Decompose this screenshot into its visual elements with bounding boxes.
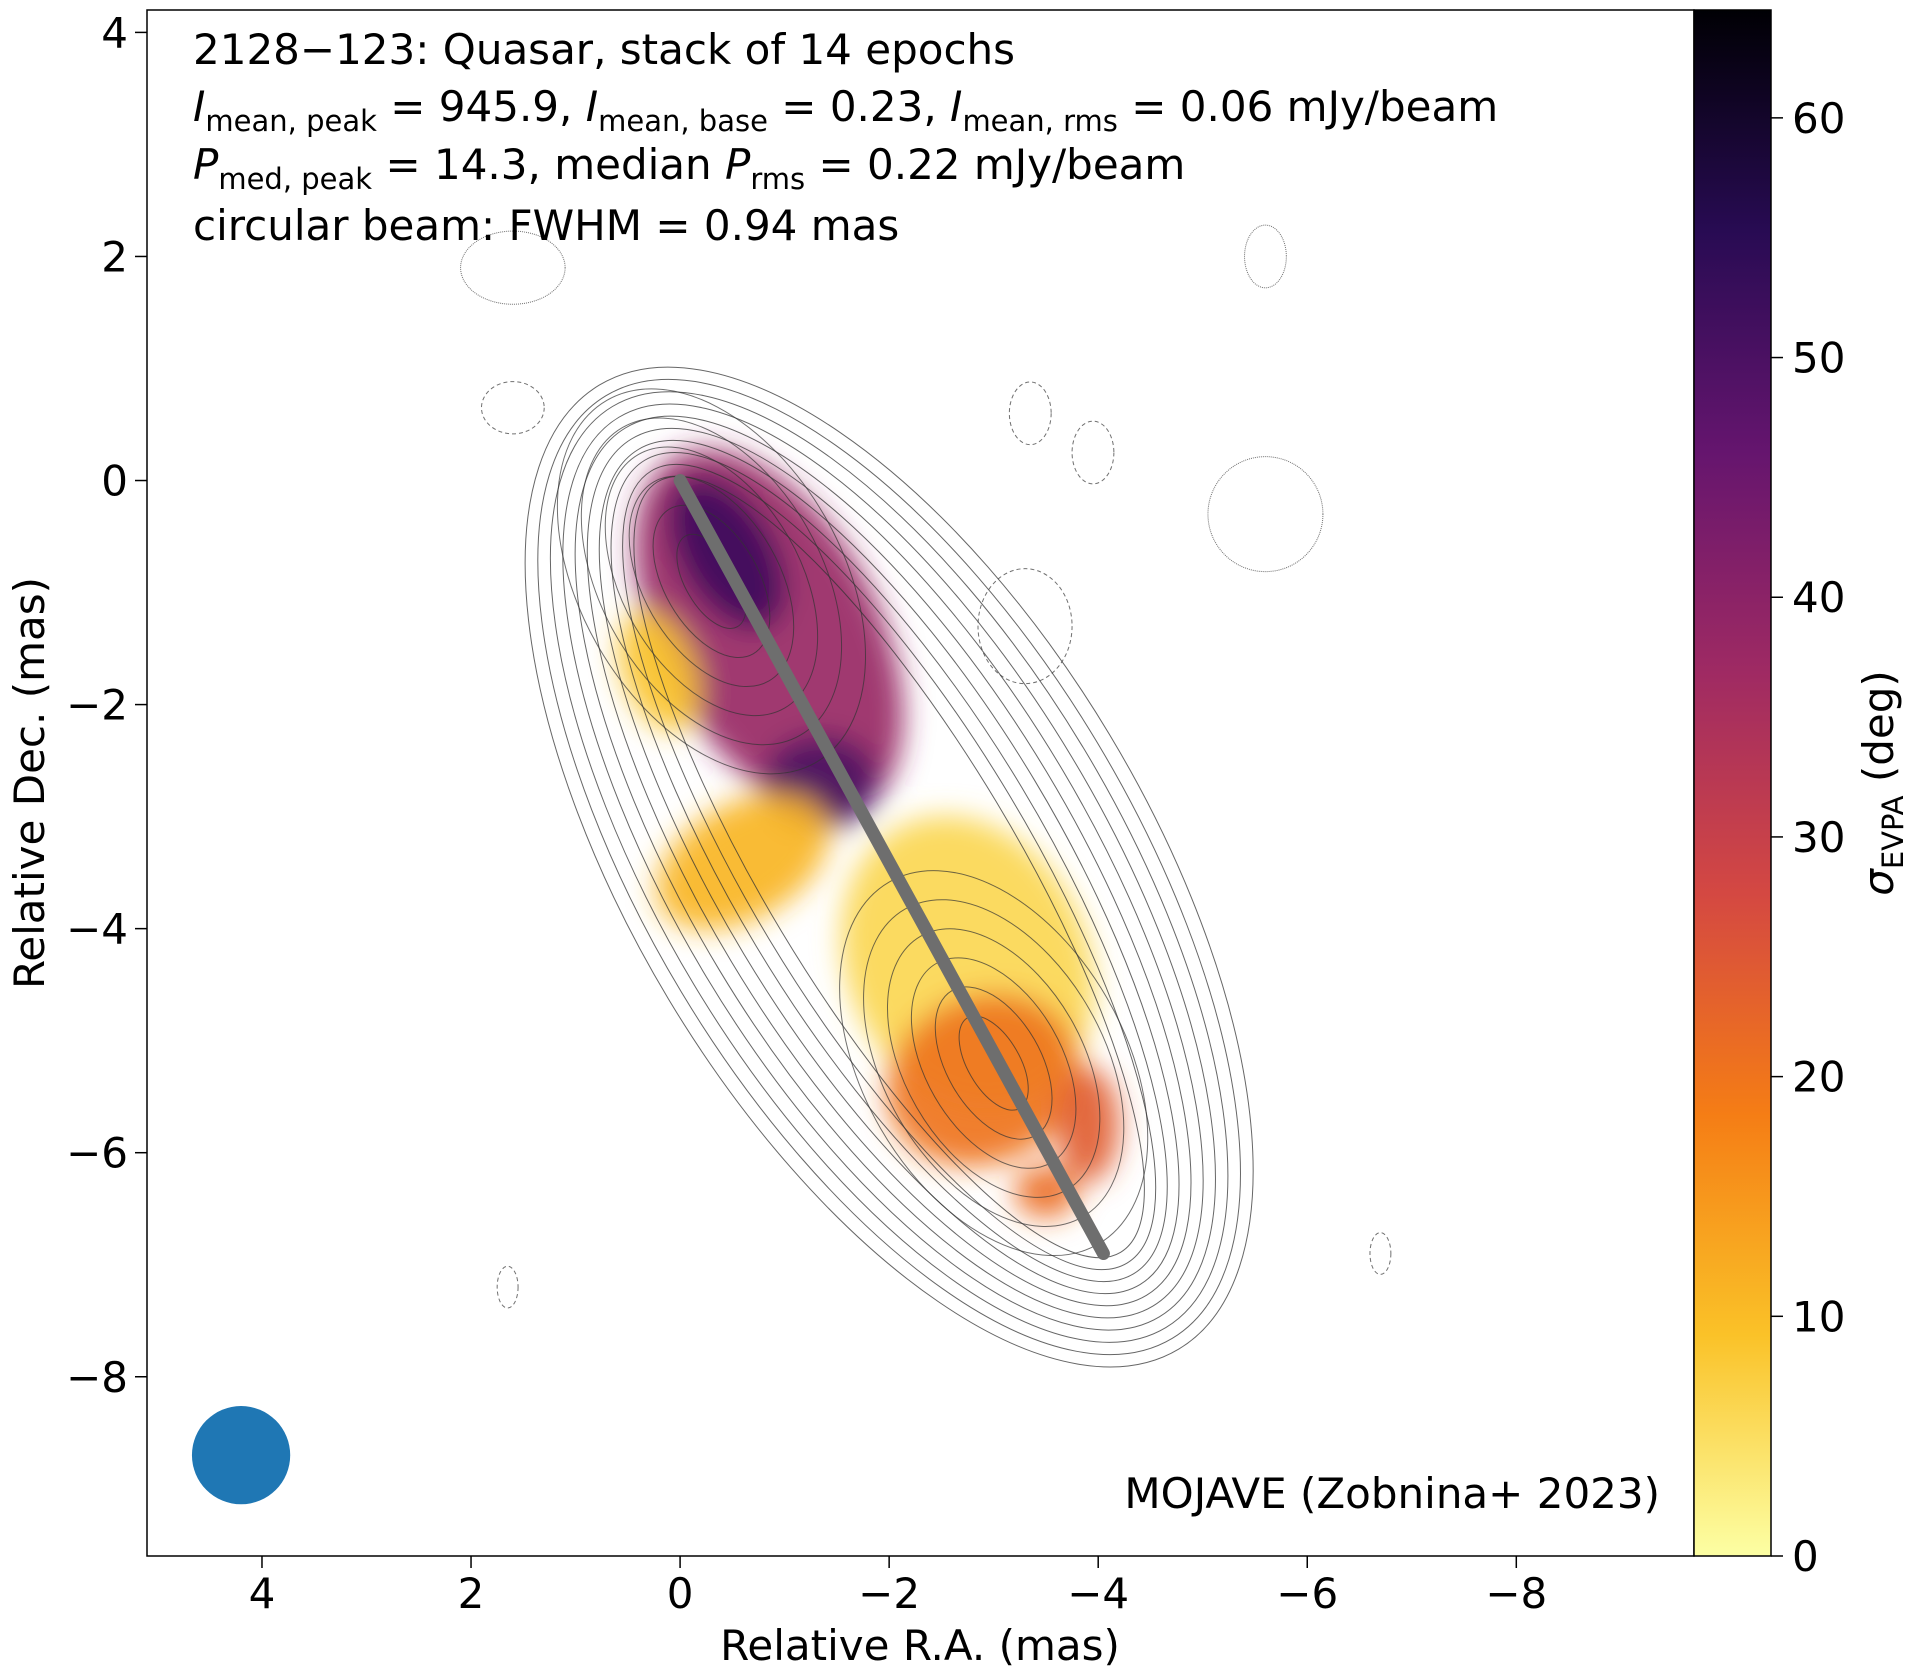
- plot-area: [146, 9, 1695, 1557]
- contour-blob-8: [480, 381, 545, 435]
- contour-outer-6: [562, 403, 1216, 1331]
- y-tick-label: 4: [101, 8, 128, 57]
- colorbar-label: σEVPA (deg): [1854, 670, 1905, 896]
- contour-blob-1: [1207, 456, 1324, 573]
- contour-core-0-1: [652, 504, 771, 658]
- contour-blob-6: [1369, 1232, 1392, 1275]
- y-axis-label: Relative Dec. (mas): [5, 577, 54, 989]
- y-axis-ticks: 4 2 0 −2 −4 −6 −8: [66, 8, 147, 1402]
- plot-background: [147, 10, 1694, 1556]
- evpa-region-7: [1056, 1067, 1120, 1183]
- contour-blob-3: [977, 568, 1073, 685]
- y-tick-label: −4: [66, 905, 128, 954]
- x-tick-label: −2: [858, 1569, 920, 1618]
- contour-blob-0: [460, 230, 566, 305]
- colorbar-tick-label: 10: [1792, 1292, 1845, 1341]
- x-tick-label: −8: [1485, 1569, 1547, 1618]
- credit-annotation: MOJAVE (Zobnina+ 2023): [1124, 1469, 1660, 1518]
- source-class: Quasar, stack of 14 epochs: [443, 25, 1015, 74]
- title-block: 2128−123: Quasar, stack of 14 epochs Ime…: [193, 25, 1498, 250]
- title-line-1: 2128−123: Quasar, stack of 14 epochs: [193, 25, 1015, 74]
- y-tick-label: 2: [101, 232, 128, 281]
- contour-blob-2: [1244, 224, 1287, 289]
- y-tick-label: −8: [66, 1353, 128, 1402]
- contour-core-0-4: [580, 417, 843, 746]
- x-tick-label: 4: [249, 1569, 276, 1618]
- evpa-region-3: [618, 610, 700, 732]
- contour-outer-9: [524, 366, 1254, 1368]
- contour-outer-0: [633, 475, 1145, 1259]
- source-name: 2128−123: [193, 25, 415, 74]
- contour-blob-7: [496, 1265, 519, 1309]
- beam-ellipse: [191, 1406, 291, 1505]
- title-line-3: Pmed, peak = 14.3, median Prms = 0.22 mJ…: [193, 140, 1185, 196]
- contour-outer-1: [622, 463, 1157, 1271]
- y-tick-label: −2: [66, 681, 128, 730]
- contour-core-0-3: [604, 446, 819, 717]
- x-tick-label: 2: [458, 1569, 485, 1618]
- colorbar-tick-label: 60: [1792, 94, 1845, 143]
- beam-circle: [191, 1406, 291, 1505]
- x-tick-label: 0: [667, 1569, 694, 1618]
- contour-outer-8: [537, 378, 1241, 1356]
- y-tick-label: −6: [66, 1129, 128, 1178]
- x-axis-ticks: 4 2 0 −2 −4 −6 −8: [249, 1556, 1547, 1618]
- colorbar: 0 10 20 30 40 50 60 σEVPA (deg): [1693, 9, 1905, 1581]
- contour-outer-3: [598, 439, 1180, 1295]
- x-axis-label: Relative R.A. (mas): [720, 1621, 1120, 1670]
- x-tick-label: −4: [1067, 1569, 1129, 1618]
- title-line-2: Imean, peak = 945.9, Imean, base = 0.23,…: [193, 82, 1498, 138]
- contour-core-0-2: [628, 475, 795, 688]
- contour-outer-4: [586, 427, 1192, 1307]
- y-tick-label: 0: [101, 457, 128, 506]
- colorbar-tick-label: 0: [1792, 1532, 1819, 1581]
- colorbar-tick-label: 20: [1792, 1053, 1845, 1102]
- evpa-region-4: [656, 792, 830, 930]
- title-line-4: circular beam: FWHM = 0.94 mas: [193, 201, 899, 250]
- contour-outer-2: [610, 452, 1168, 1283]
- colorbar-tick-label: 40: [1792, 573, 1845, 622]
- ridge-line: [673, 474, 1110, 1261]
- colorbar-tick-label: 30: [1792, 813, 1845, 862]
- colorbar-ticks: 0 10 20 30 40 50 60: [1771, 94, 1845, 1581]
- contour-core-0-5: [556, 388, 866, 775]
- jet-ridge-line: [673, 474, 1110, 1261]
- intensity-contours: [460, 224, 1392, 1368]
- x-tick-label: −6: [1276, 1569, 1338, 1618]
- colorbar-tick-label: 50: [1792, 334, 1845, 383]
- colorbar-gradient: [1693, 9, 1772, 1557]
- contour-outer-7: [549, 391, 1229, 1343]
- contour-outer-5: [574, 415, 1204, 1319]
